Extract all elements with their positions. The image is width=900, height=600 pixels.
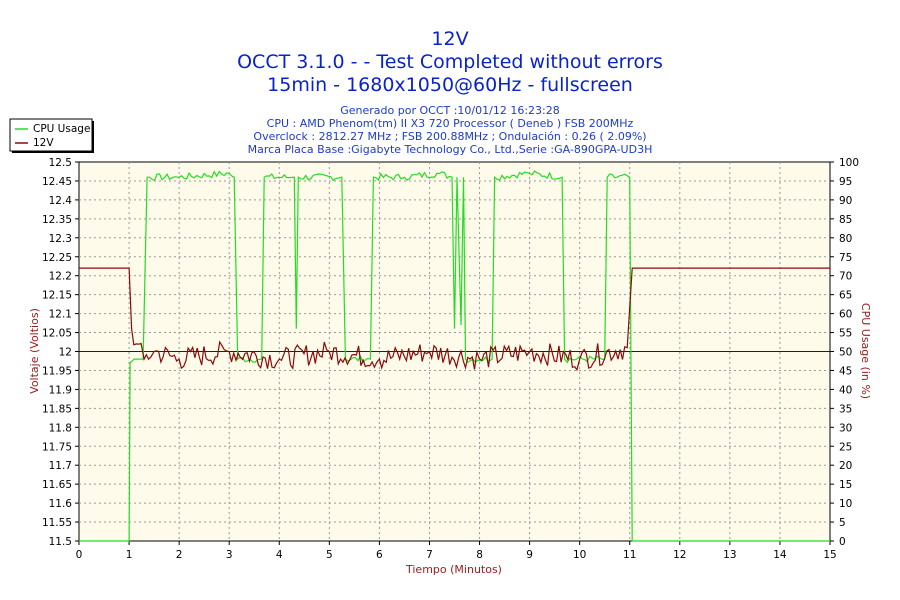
y-left-tick-label: 11.6 (49, 498, 73, 510)
y-right-tick-label: 60 (839, 309, 852, 321)
x-tick-label: 15 (823, 549, 836, 561)
y-left-tick-label: 11.5 (49, 536, 72, 548)
y-right-tick-label: 100 (839, 157, 859, 169)
y-right-tick-label: 55 (839, 328, 852, 340)
grid (79, 162, 830, 541)
y-left-tick-label: 12.1 (49, 309, 72, 321)
legend-label-12v: 12V (33, 137, 54, 149)
x-tick-label: 5 (326, 549, 333, 561)
y-right-tick-label: 45 (839, 365, 852, 377)
y-left-tick-label: 11.8 (49, 422, 72, 434)
x-tick-label: 10 (573, 549, 586, 561)
y-left-tick-label: 12 (59, 347, 72, 359)
y-left-tick-label: 11.95 (42, 365, 72, 377)
y-right-tick-label: 50 (839, 347, 852, 359)
x-tick-label: 7 (426, 549, 433, 561)
y-right-tick-label: 85 (839, 214, 852, 226)
y-right-tick-label: 20 (839, 460, 852, 472)
chart-subtitle-1: OCCT 3.1.0 - - Test Completed without er… (237, 51, 663, 73)
y-right-tick-label: 90 (839, 195, 852, 207)
y-left-tick-label: 12.2 (49, 271, 72, 283)
chart-subtitle-2: 15min - 1680x1050@60Hz - fullscreen (267, 74, 633, 96)
x-tick-label: 1 (126, 549, 133, 561)
y-left-tick-label: 11.9 (49, 384, 72, 396)
y-right-tick-label: 0 (839, 536, 846, 548)
series-line-cpu-usage (79, 170, 830, 542)
y-right-tick-label: 25 (839, 441, 852, 453)
info-line-2: CPU : AMD Phenom(tm) II X3 720 Processor… (267, 117, 634, 130)
y-left-tick-label: 12.4 (49, 195, 73, 207)
legend-label-cpu: CPU Usage (33, 123, 90, 135)
info-line-3: Overclock : 2812.27 MHz ; FSB 200.88MHz … (253, 130, 646, 143)
y-left-tick-label: 12.15 (42, 290, 72, 302)
y-right-tick-label: 70 (839, 271, 852, 283)
x-tick-label: 0 (76, 549, 83, 561)
y-right-tick-label: 15 (839, 479, 852, 491)
x-tick-label: 2 (176, 549, 183, 561)
series-line-12v (79, 267, 830, 372)
y-left-tick-label: 12.45 (42, 176, 72, 188)
x-tick-label: 14 (773, 549, 787, 561)
x-axis-label: Tiempo (Minutos) (405, 563, 502, 576)
y-left-tick-label: 12.3 (49, 233, 72, 245)
x-tick-label: 11 (623, 549, 636, 561)
legend: CPU Usage 12V (9, 118, 94, 153)
y-left-tick-label: 11.85 (42, 403, 72, 415)
y-right-tick-label: 5 (839, 517, 846, 529)
x-tick-label: 12 (673, 549, 686, 561)
x-tick-label: 8 (476, 549, 483, 561)
x-tick-label: 4 (276, 549, 283, 561)
y-right-tick-label: 35 (839, 403, 852, 415)
y-left-tick-label: 11.65 (42, 479, 72, 491)
info-line-4: Marca Placa Base :Gigabyte Technology Co… (248, 143, 653, 156)
y-left-tick-label: 11.75 (42, 441, 72, 453)
x-tick-label: 9 (526, 549, 533, 561)
info-line-1: Generado por OCCT :10/01/12 16:23:28 (340, 104, 559, 117)
y-left-tick-label: 12.35 (42, 214, 72, 226)
series-layer (79, 170, 830, 542)
y-axis-right-label: CPU Usage (in %) (859, 303, 872, 399)
y-right-tick-label: 10 (839, 498, 852, 510)
y-right-tick-label: 40 (839, 384, 852, 396)
x-tick-label: 13 (723, 549, 736, 561)
y-left-tick-label: 11.7 (49, 460, 72, 472)
x-tick-label: 3 (226, 549, 233, 561)
y-left-tick-label: 12.05 (42, 328, 72, 340)
x-tick-label: 6 (376, 549, 383, 561)
chart-title: 12V (431, 28, 468, 50)
legend-box (9, 118, 93, 152)
ticks: 0 1 2 3 4 5 6 7 8 9 10 11 12 13 14 1511.511.5511.611.65… (42, 157, 859, 561)
y-right-tick-label: 80 (839, 233, 852, 245)
y-right-tick-label: 65 (839, 290, 852, 302)
y-right-tick-label: 75 (839, 252, 852, 264)
y-axis-left-label: Voltaje (Voltios) (28, 308, 41, 394)
y-left-tick-label: 11.55 (42, 517, 72, 529)
y-right-tick-label: 95 (839, 176, 852, 188)
y-left-tick-label: 12.25 (42, 252, 72, 264)
y-right-tick-label: 30 (839, 422, 852, 434)
y-left-tick-label: 12.5 (49, 157, 72, 169)
